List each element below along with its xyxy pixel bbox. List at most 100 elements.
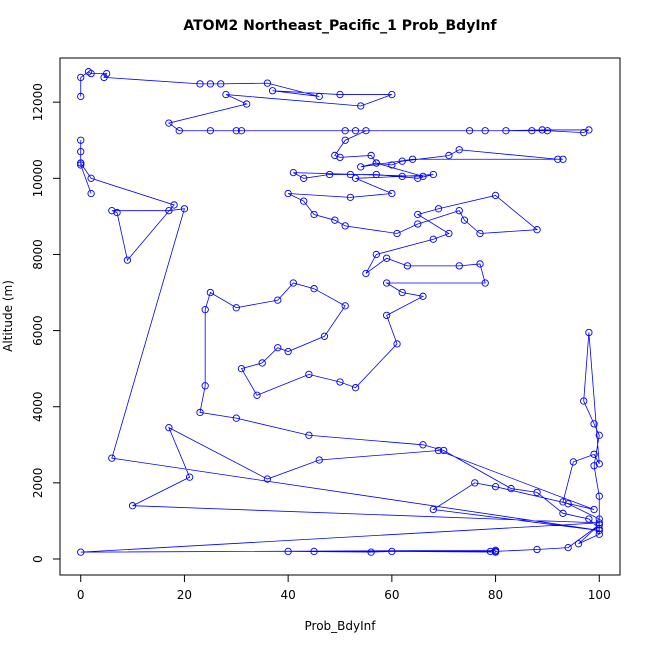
chart-title: ATOM2 Northeast_Pacific_1 Prob_BdyInf [183,18,497,34]
data-point [491,546,500,554]
data-point [595,492,603,500]
data-point [77,73,85,82]
data-point [445,151,453,160]
data-point [346,170,355,179]
data-point [300,197,308,205]
data-point [331,216,339,224]
data-point [408,155,417,163]
data-point [455,207,463,215]
data-point [258,359,266,367]
data-point [351,127,360,135]
data-point [491,191,500,200]
data-point [351,384,360,392]
data-point [341,136,349,144]
data-point [471,479,479,487]
data-point [595,526,603,535]
data-point [595,521,603,529]
data-point [595,524,603,533]
data-point [481,127,489,135]
data-point [274,344,282,352]
data-point [595,431,603,439]
data-point [201,305,209,314]
data-point [217,80,225,88]
data-point [289,279,297,287]
data-point [538,126,546,134]
data-point [419,172,427,181]
data-point [434,205,443,213]
y-tick-label: 2000 [31,468,45,499]
x-tick-label: 60 [384,588,399,602]
data-point [460,216,469,224]
data-point [533,545,541,554]
y-tick-label: 4000 [31,391,45,422]
data-point [222,90,230,99]
data-point [429,170,437,179]
data-point [206,80,215,88]
data-point [108,454,116,462]
data-point [383,311,391,320]
data-point [341,127,349,135]
data-point [357,102,365,110]
data-point [564,500,572,508]
data-point [429,505,437,514]
data-point [87,69,95,78]
data-point [206,127,215,135]
data-point [559,498,567,506]
data-point [388,547,396,556]
data-point [398,172,406,181]
data-point [569,458,577,466]
data-point [284,547,292,556]
data-point [388,90,396,99]
data-point [528,127,536,135]
data-point [77,136,85,144]
data-point [445,229,453,238]
plot-frame [59,57,621,576]
data-point [336,378,344,386]
data-point [341,302,349,310]
data-point [263,475,272,483]
data-point [367,151,375,160]
data-point [481,279,489,287]
data-point [232,414,240,422]
data-point [201,382,209,390]
data-point [232,304,240,312]
data-point [564,543,572,552]
data-point [574,540,583,548]
data-point [315,92,323,101]
data-point [533,488,541,497]
data-point [590,505,598,514]
data-point [325,170,334,179]
data-point [486,547,495,556]
data-point [595,519,603,527]
data-point [180,205,189,213]
data-point [533,226,541,234]
data-point [362,269,370,278]
data-point [100,73,108,82]
x-tick-label: 40 [281,588,296,602]
data-point [502,127,510,135]
data-point [398,288,406,297]
data-point [243,100,251,108]
data-point [414,220,422,228]
data-point [165,424,173,432]
data-point [388,161,396,169]
data-point [362,127,370,135]
data-point [305,431,313,439]
data-point [196,80,204,88]
data-point [476,260,484,268]
data-point [185,473,194,481]
data-point [320,332,329,340]
data-point [108,207,116,215]
y-tick-label: 8000 [31,239,45,270]
data-point [429,235,437,243]
data-point [289,168,297,177]
data-point [543,127,552,135]
data-point [315,456,323,464]
data-point [196,408,204,417]
data-point [232,127,240,135]
data-point [336,153,344,162]
data-point [165,207,173,215]
data-point [398,157,406,165]
data-point [310,285,318,293]
